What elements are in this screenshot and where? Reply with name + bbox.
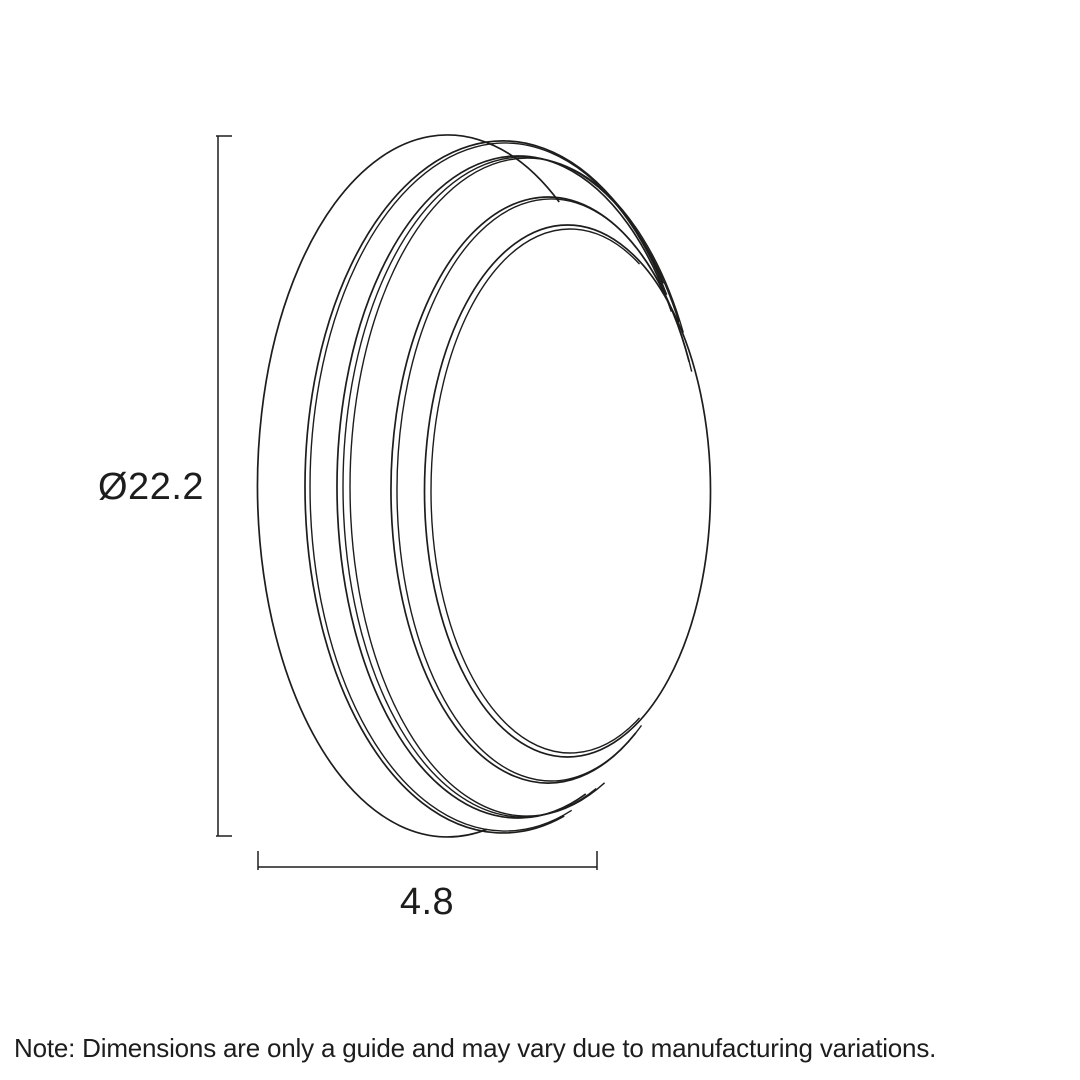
body-back-rim-arc <box>256 134 560 838</box>
diameter-dimension-line <box>216 135 232 837</box>
trim-ring-arc-2 <box>342 156 680 818</box>
depth-dimension-label: 4.8 <box>399 881 455 923</box>
trim-ring-arc-3 <box>349 157 684 817</box>
body-front-rim-arc-outer <box>304 140 664 834</box>
dimension-disclaimer-note: Note: Dimensions are only a guide and ma… <box>14 1033 937 1063</box>
body-front-rim-arc-inner <box>309 142 668 832</box>
diameter-dimension-label: Ø22.2 <box>98 466 205 508</box>
depth-dimension-line <box>257 851 598 870</box>
trim-ring-arc-1 <box>336 155 673 819</box>
inner-ring-arc-inner <box>396 198 693 782</box>
inner-ring-arc-outer <box>390 196 690 784</box>
diffuser-dome-inner-line <box>430 228 641 754</box>
diffuser-dome-edge <box>423 224 712 758</box>
bunker-light-outline <box>256 134 712 838</box>
